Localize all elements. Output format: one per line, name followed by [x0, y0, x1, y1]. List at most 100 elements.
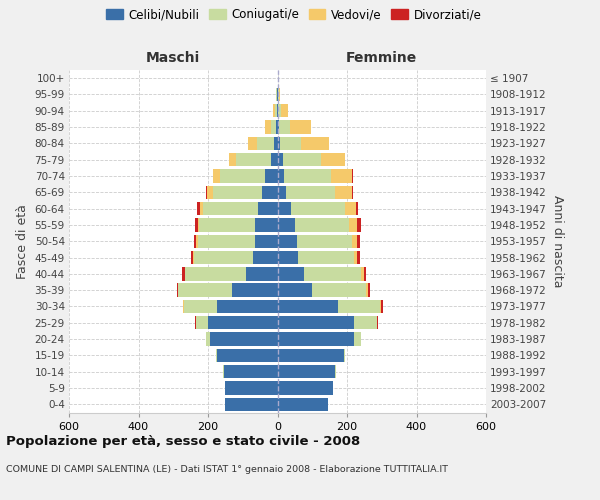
- Bar: [277, 398, 328, 411]
- Bar: [278, 104, 281, 118]
- Bar: [368, 284, 370, 297]
- Bar: [178, 284, 232, 297]
- Bar: [312, 284, 366, 297]
- Bar: [196, 218, 197, 232]
- Bar: [277, 300, 338, 313]
- Bar: [197, 234, 255, 248]
- Bar: [274, 136, 277, 150]
- Bar: [358, 251, 360, 264]
- Bar: [207, 186, 213, 199]
- Bar: [281, 104, 288, 118]
- Bar: [194, 234, 196, 248]
- Y-axis label: Fasce di età: Fasce di età: [16, 204, 29, 279]
- Bar: [246, 267, 277, 280]
- Text: COMUNE DI CAMPI SALENTINA (LE) - Dati ISTAT 1° gennaio 2008 - Elaborazione TUTTI: COMUNE DI CAMPI SALENTINA (LE) - Dati IS…: [6, 465, 448, 474]
- Bar: [277, 251, 298, 264]
- Bar: [277, 120, 279, 134]
- Bar: [255, 218, 277, 232]
- Bar: [277, 267, 304, 280]
- Bar: [277, 186, 286, 199]
- Bar: [283, 153, 321, 166]
- Legend: Celibi/Nubili, Coniugati/e, Vedovi/e, Divorziati/e: Celibi/Nubili, Coniugati/e, Vedovi/e, Di…: [104, 6, 484, 24]
- Bar: [277, 382, 333, 394]
- Bar: [277, 136, 280, 150]
- Bar: [229, 153, 236, 166]
- Bar: [277, 316, 354, 330]
- Bar: [277, 170, 284, 182]
- Bar: [277, 284, 312, 297]
- Bar: [191, 251, 193, 264]
- Bar: [224, 365, 277, 378]
- Bar: [352, 170, 353, 182]
- Bar: [295, 218, 349, 232]
- Bar: [194, 251, 253, 264]
- Bar: [292, 202, 345, 215]
- Bar: [364, 267, 367, 280]
- Bar: [184, 300, 217, 313]
- Bar: [271, 153, 277, 166]
- Bar: [210, 332, 277, 346]
- Bar: [206, 332, 210, 346]
- Bar: [177, 284, 178, 297]
- Bar: [354, 332, 361, 346]
- Bar: [298, 251, 354, 264]
- Bar: [226, 382, 277, 394]
- Bar: [331, 170, 352, 182]
- Bar: [321, 153, 345, 166]
- Text: Maschi: Maschi: [146, 51, 200, 65]
- Bar: [277, 218, 295, 232]
- Bar: [301, 136, 329, 150]
- Bar: [213, 170, 220, 182]
- Bar: [262, 186, 277, 199]
- Bar: [354, 316, 377, 330]
- Bar: [206, 186, 207, 199]
- Bar: [223, 365, 224, 378]
- Bar: [277, 348, 344, 362]
- Bar: [349, 218, 358, 232]
- Bar: [259, 202, 277, 215]
- Bar: [277, 332, 354, 346]
- Bar: [199, 218, 255, 232]
- Bar: [196, 234, 197, 248]
- Bar: [257, 136, 274, 150]
- Bar: [277, 202, 292, 215]
- Bar: [277, 104, 278, 118]
- Bar: [248, 136, 257, 150]
- Bar: [275, 104, 277, 118]
- Bar: [253, 251, 277, 264]
- Bar: [193, 251, 194, 264]
- Bar: [213, 186, 262, 199]
- Bar: [358, 218, 361, 232]
- Bar: [232, 284, 277, 297]
- Bar: [284, 170, 331, 182]
- Bar: [197, 202, 200, 215]
- Bar: [217, 300, 277, 313]
- Bar: [277, 365, 335, 378]
- Bar: [278, 88, 280, 101]
- Bar: [265, 120, 271, 134]
- Bar: [344, 348, 345, 362]
- Bar: [356, 202, 358, 215]
- Bar: [197, 218, 199, 232]
- Bar: [338, 300, 380, 313]
- Bar: [185, 267, 246, 280]
- Bar: [182, 300, 184, 313]
- Bar: [215, 348, 217, 362]
- Bar: [279, 120, 290, 134]
- Bar: [276, 120, 277, 134]
- Text: Femmine: Femmine: [346, 51, 418, 65]
- Bar: [236, 153, 271, 166]
- Bar: [335, 186, 352, 199]
- Bar: [195, 316, 196, 330]
- Bar: [217, 348, 277, 362]
- Bar: [352, 234, 358, 248]
- Bar: [296, 234, 352, 248]
- Bar: [358, 234, 360, 248]
- Bar: [276, 88, 277, 101]
- Bar: [182, 267, 185, 280]
- Bar: [277, 234, 296, 248]
- Bar: [196, 316, 208, 330]
- Bar: [361, 267, 364, 280]
- Bar: [377, 316, 378, 330]
- Text: Popolazione per età, sesso e stato civile - 2008: Popolazione per età, sesso e stato civil…: [6, 435, 360, 448]
